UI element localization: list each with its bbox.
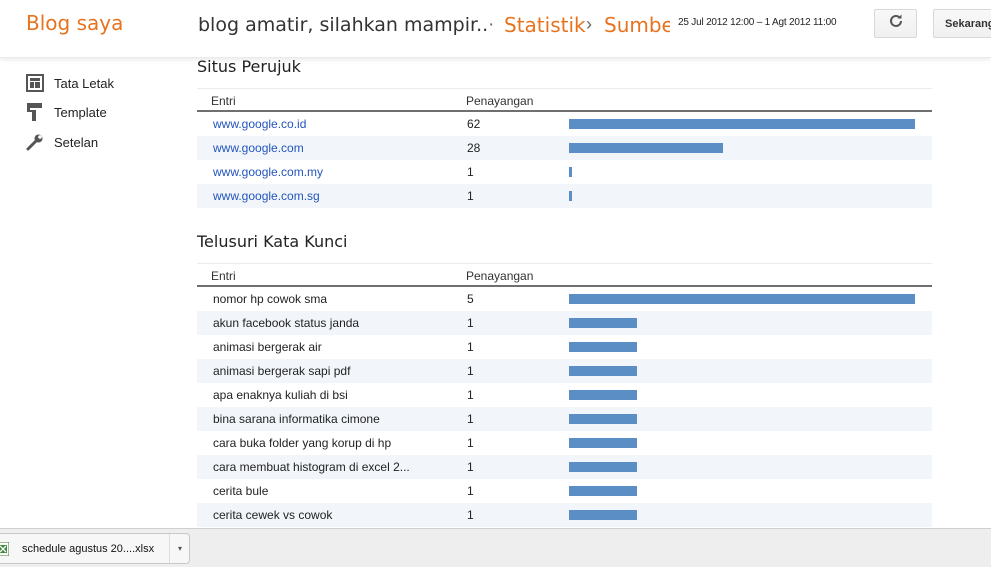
blog-title[interactable]: blog amatir, silahkan mampir.. (198, 14, 489, 36)
table-row: apa enaknya kuliah di bsi 1 (197, 383, 932, 407)
sidebar-item-label: Template (54, 104, 107, 120)
column-views: Penayangan (466, 269, 534, 283)
keyword-text: nomor hp cowok sma (213, 292, 328, 306)
chevron-down-icon: ▾ (177, 544, 182, 553)
views-count: 1 (467, 189, 474, 203)
download-menu-button[interactable]: ▾ (169, 534, 190, 563)
views-bar (569, 119, 915, 129)
referrer-link[interactable]: www.google.com (213, 141, 304, 155)
table-row: animasi bergerak sapi pdf 1 (197, 359, 932, 383)
table-row: cara membuat histogram di excel 2... 1 (197, 455, 932, 479)
wrench-icon (25, 132, 45, 152)
breadcrumb-sumber: Sumbe (604, 13, 670, 37)
excel-file-icon (0, 541, 10, 557)
referrers-title: Situs Perujuk (197, 57, 301, 76)
views-count: 1 (467, 460, 474, 474)
table-header: Entri Penayangan (197, 263, 932, 287)
table-row: akun facebook status janda 1 (197, 311, 932, 335)
views-count: 1 (467, 165, 474, 179)
views-bar (569, 486, 638, 496)
download-bar: schedule agustus 20....xlsx ▾ (0, 528, 991, 567)
table-row: nomor hp cowok sma 5 (197, 287, 932, 311)
keyword-text: cerita cewek vs cowok (213, 508, 333, 522)
views-bar (569, 462, 638, 472)
brand-link[interactable]: Blog saya (26, 11, 124, 35)
views-bar (569, 167, 573, 177)
views-count: 62 (467, 117, 481, 131)
column-entry: Entri (211, 94, 236, 108)
keyword-text: cerita bule (213, 484, 269, 498)
table-row: bina sarana informatika cimone 1 (197, 407, 932, 431)
views-count: 5 (467, 292, 474, 306)
table-row: animasi bergerak air 1 (197, 335, 932, 359)
table-row: www.google.co.id 62 (197, 112, 932, 136)
views-bar (569, 510, 638, 520)
sidebar-item-layout[interactable]: Tata Letak (25, 72, 114, 94)
keyword-text: apa enaknya kuliah di bsi (213, 388, 348, 402)
sidebar-item-label: Setelan (54, 134, 99, 150)
keywords-title: Telusuri Kata Kunci (197, 232, 348, 251)
referrers-table: Entri Penayangan www.google.co.id 62 www.g… (197, 88, 932, 208)
table-row: www.google.com 28 (197, 136, 932, 160)
keyword-text: animasi bergerak sapi pdf (213, 364, 351, 378)
keyword-text: animasi bergerak air (213, 340, 322, 354)
views-bar (569, 366, 638, 376)
views-bar (569, 414, 638, 424)
column-entry: Entri (211, 269, 236, 283)
table-row: www.google.com.sg 1 (197, 184, 932, 208)
views-count: 1 (467, 388, 474, 402)
sidebar-item-label: Tata Letak (54, 75, 114, 91)
views-bar (569, 191, 573, 201)
date-range: 25 Jul 2012 12:00 – 1 Agt 2012 11:00 (678, 17, 837, 28)
views-bar (569, 438, 638, 448)
column-views: Penayangan (466, 94, 534, 108)
table-row: cerita cewek vs cowok 1 (197, 503, 932, 527)
views-bar (569, 390, 638, 400)
keyword-text: cara membuat histogram di excel 2... (213, 460, 410, 474)
layout-icon (25, 73, 45, 93)
referrer-link[interactable]: www.google.com.my (213, 165, 324, 179)
table-row: cerita bule 1 (197, 479, 932, 503)
views-count: 1 (467, 412, 474, 426)
views-count: 1 (467, 364, 474, 378)
keyword-text: akun facebook status janda (213, 316, 360, 330)
breadcrumb-separator: › (586, 14, 592, 34)
sidebar-item-template[interactable]: Template (25, 101, 107, 123)
views-bar (569, 342, 638, 352)
keywords-table: Entri Penayangan nomor hp cowok sma 5 akun… (197, 263, 932, 527)
refresh-button[interactable] (874, 9, 917, 38)
views-bar (569, 318, 638, 328)
breadcrumb-statistik[interactable]: Statistik (504, 13, 586, 37)
download-file-name: schedule agustus 20....xlsx (22, 543, 155, 555)
views-bar (569, 294, 915, 304)
paint-roller-icon (25, 102, 45, 122)
table-row: cara buka folder yang korup di hp 1 (197, 431, 932, 455)
table-row: www.google.com.my 1 (197, 160, 932, 184)
views-count: 28 (467, 141, 481, 155)
keyword-text: bina sarana informatika cimone (213, 412, 380, 426)
views-count: 1 (467, 436, 474, 450)
title-separator: · (488, 14, 495, 35)
referrer-link[interactable]: www.google.co.id (213, 117, 307, 131)
views-count: 1 (467, 508, 474, 522)
refresh-icon (888, 13, 904, 34)
sidebar-item-settings[interactable]: Setelan (25, 131, 98, 153)
now-button[interactable]: Sekarang (933, 9, 991, 38)
views-count: 1 (467, 316, 474, 330)
referrer-link[interactable]: www.google.com.sg (213, 189, 320, 203)
keyword-text: cara buka folder yang korup di hp (213, 436, 392, 450)
views-count: 1 (467, 484, 474, 498)
views-bar (569, 143, 723, 153)
views-count: 1 (467, 340, 474, 354)
download-item[interactable]: schedule agustus 20....xlsx ▾ (0, 533, 190, 564)
table-header: Entri Penayangan (197, 88, 932, 112)
top-header: Blog saya blog amatir, silahkan mampir..… (0, 0, 991, 58)
